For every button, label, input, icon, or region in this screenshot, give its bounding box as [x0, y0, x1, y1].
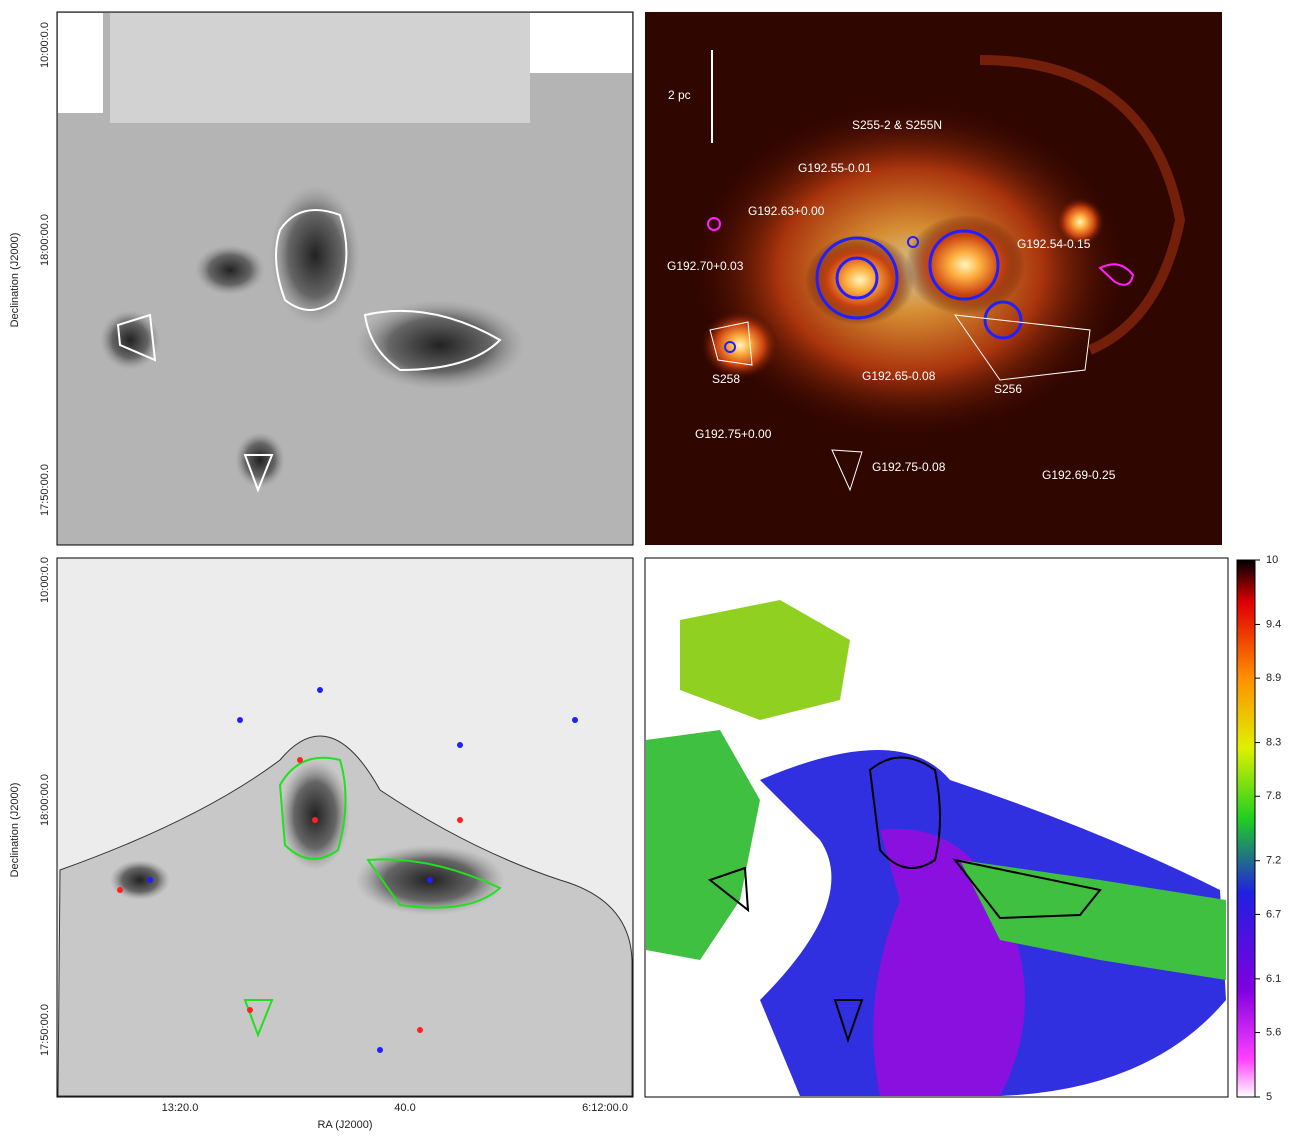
y-tick-label: 10:00:0.0: [39, 557, 51, 603]
y-axis-label: Declination (J2000): [9, 233, 21, 328]
colorbar-tick-label: 10: [1266, 554, 1278, 566]
y-tick-label: 18:00:00.0: [39, 214, 51, 266]
colorbar-tick-label: 7.8: [1266, 790, 1281, 802]
colorbar-tick-label: 7.2: [1266, 855, 1281, 867]
y-tick-label: 18:00:00.0: [39, 774, 51, 826]
annotation: G192.65-0.08: [862, 369, 936, 383]
annotation: G192.63+0.00: [748, 204, 825, 218]
y-tick-label: 10:00:0.0: [39, 22, 51, 68]
colorbar: [1236, 559, 1256, 1098]
annotation: G192.69-0.25: [1042, 468, 1116, 482]
y-tick-label: 17:50:00.0: [39, 1004, 51, 1056]
panel-bottom-right: [644, 557, 1256, 1098]
x-tick-label: 13:20.0: [162, 1102, 199, 1114]
annotation: G192.75+0.00: [695, 427, 772, 441]
panel-bottom-left: 10:00:0.0 18:00:00.0 17:50:00.0 Declinat…: [9, 557, 634, 1131]
annotation: S256: [994, 382, 1022, 396]
colorbar-tick-label: 8.3: [1266, 736, 1281, 748]
panel-top-left: 10:00:0.0 18:00:00.0 17:50:00.0 Declinat…: [9, 11, 634, 546]
annotation: 2 pc: [668, 88, 691, 102]
annotation: S258: [712, 372, 740, 386]
panel-top-right: 2 pc S255-2 & S255N G192.55-0.01 G192.63…: [645, 12, 1222, 545]
colorbar-tick-label: 5: [1266, 1091, 1272, 1103]
y-tick-label: 17:50:00.0: [39, 464, 51, 516]
colorbar-tick-label: 5.6: [1266, 1026, 1281, 1038]
colorbar-tick-label: 9.4: [1266, 618, 1281, 630]
annotation: G192.55-0.01: [798, 161, 872, 175]
annotation: S255-2 & S255N: [852, 118, 942, 132]
x-tick-label: 40.0: [394, 1102, 415, 1114]
colorbar-tick-label: 6.1: [1266, 973, 1281, 985]
x-tick-label: 6:12:00.0: [582, 1102, 628, 1114]
annotation: G192.54-0.15: [1017, 237, 1091, 251]
colorbar-tick-label: 8.9: [1266, 672, 1281, 684]
colorbar-tick-label: 6.7: [1266, 908, 1281, 920]
x-axis-label: RA (J2000): [317, 1119, 372, 1131]
annotation: G192.75-0.08: [872, 460, 946, 474]
annotation: G192.70+0.03: [667, 259, 744, 273]
y-axis-label: Declination (J2000): [9, 783, 21, 878]
